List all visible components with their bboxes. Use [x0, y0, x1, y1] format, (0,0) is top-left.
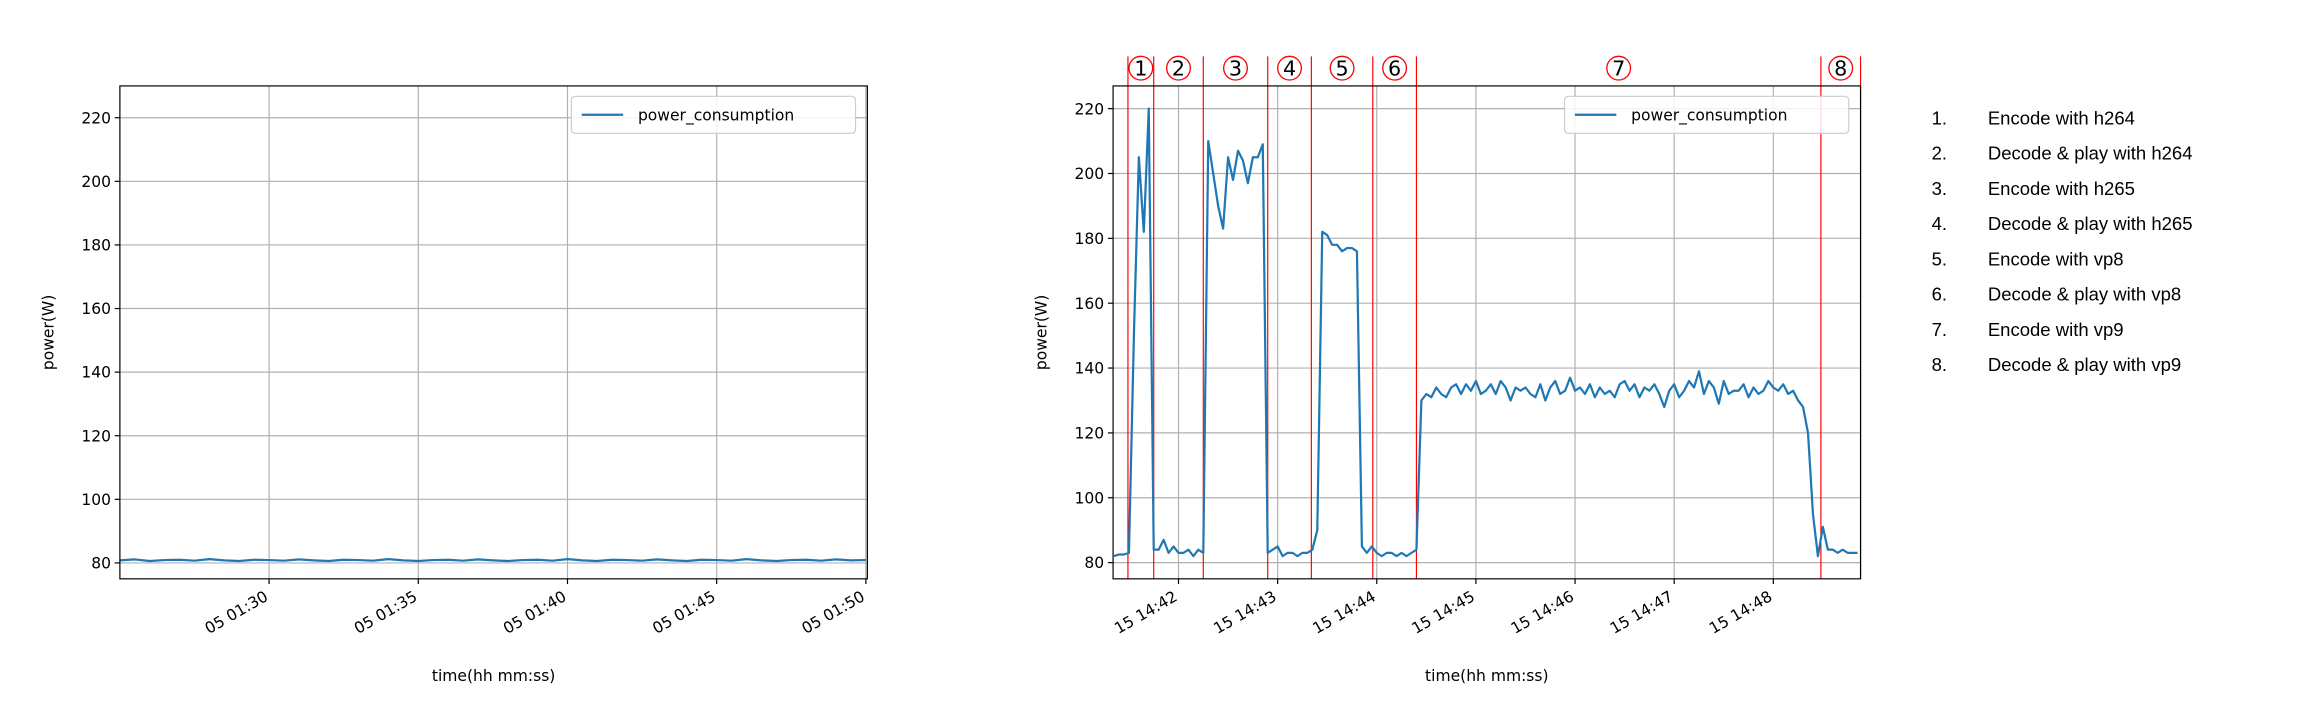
region-label: 4: [1283, 57, 1296, 81]
y-tick-label: 220: [81, 109, 111, 127]
region-marker: [1222, 55, 1249, 81]
y-tick-label: 220: [1075, 100, 1105, 118]
region-label: 3: [1229, 57, 1242, 81]
y-tick-label: 140: [1075, 360, 1105, 378]
region-label: 6: [1388, 57, 1401, 81]
list-text: Decode & play with h264: [1988, 143, 2193, 164]
list-number: 3.: [1932, 178, 1947, 199]
x-tick-label: 15 14:46: [1508, 587, 1577, 637]
x-tick-label: 05 01:30: [202, 587, 271, 637]
y-axis-label: power(W): [1032, 295, 1050, 370]
list-text: Encode with h264: [1988, 107, 2135, 128]
x-tick-label: 15 14:47: [1607, 587, 1676, 637]
region-label: 7: [1612, 57, 1625, 81]
x-tick-label: 05 01:35: [351, 587, 420, 637]
region-marker: [1165, 55, 1192, 81]
region-marker: [1128, 55, 1154, 81]
list-number: 1.: [1932, 107, 1947, 128]
list-text: Decode & play with vp8: [1988, 284, 2181, 305]
region-marker: [1828, 55, 1854, 81]
region-label: 1: [1134, 57, 1147, 81]
list-number: 8.: [1932, 354, 1947, 375]
region-label: 5: [1335, 57, 1348, 81]
data-line: [119, 557, 866, 563]
x-tick-label: 15 14:45: [1409, 587, 1478, 637]
list-text: Decode & play with h265: [1988, 213, 2193, 234]
y-tick-label: 200: [81, 173, 111, 191]
y-tick-label: 80: [1084, 554, 1104, 572]
y-tick-label: 140: [81, 364, 111, 382]
legend-box: [1563, 95, 1850, 134]
y-tick-label: 160: [81, 300, 111, 318]
legend-box: [570, 95, 857, 134]
legend-label: power_consumption: [638, 107, 794, 126]
y-tick-label: 200: [1075, 165, 1105, 183]
region-marker: [1606, 55, 1632, 81]
region-marker: [1382, 55, 1408, 81]
list-number: 4.: [1932, 213, 1947, 234]
region-marker: [1277, 55, 1303, 81]
region-label: 2: [1172, 57, 1185, 81]
y-tick-label: 80: [91, 555, 111, 573]
list-text: Decode & play with vp9: [1988, 354, 2181, 375]
legend-label: power_consumption: [1631, 107, 1787, 126]
x-tick-label: 15 14:48: [1706, 587, 1775, 637]
y-tick-label: 100: [1075, 489, 1105, 507]
region-marker: [1329, 55, 1355, 81]
y-axis-label: power(W): [39, 295, 57, 370]
y-tick-label: 180: [1075, 230, 1105, 248]
region-label: 8: [1834, 57, 1847, 81]
x-tick-label: 15 14:43: [1210, 587, 1279, 637]
x-tick-label: 15 14:42: [1111, 587, 1180, 637]
plot-frame: [119, 85, 868, 580]
y-tick-label: 120: [1075, 425, 1105, 443]
list-number: 5.: [1932, 248, 1947, 269]
x-axis-label: time(hh mm:ss): [432, 667, 556, 685]
x-tick-label: 05 01:50: [799, 587, 868, 637]
list-number: 2.: [1932, 143, 1947, 164]
plot-frame: [1112, 85, 1862, 580]
x-tick-label: 05 01:45: [650, 587, 719, 637]
x-tick-label: 15 14:44: [1310, 587, 1379, 637]
y-tick-label: 180: [81, 237, 111, 255]
list-text: Encode with vp8: [1988, 248, 2124, 269]
y-tick-label: 160: [1075, 295, 1105, 313]
list-text: Encode with vp9: [1988, 319, 2124, 340]
x-axis-label: time(hh mm:ss): [1425, 667, 1549, 685]
list-number: 6.: [1932, 284, 1947, 305]
y-tick-label: 120: [81, 427, 111, 445]
y-tick-label: 100: [81, 491, 111, 509]
list-text: Encode with h265: [1988, 178, 2135, 199]
list-number: 7.: [1932, 319, 1947, 340]
data-line: [1113, 107, 1858, 558]
x-tick-label: 05 01:40: [500, 587, 569, 637]
